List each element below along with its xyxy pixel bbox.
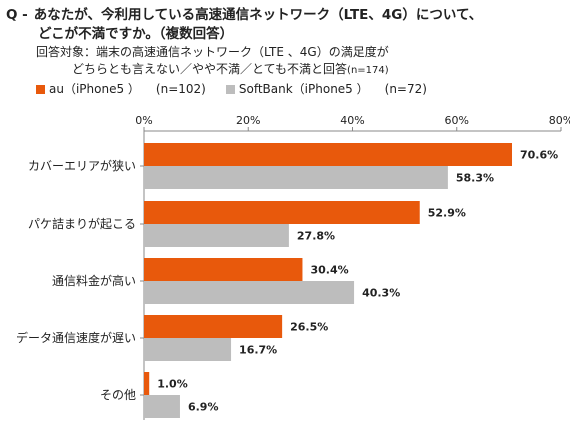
- question-line-1: あなたが、今利用している高速通信ネットワーク（LTE、4G）について、: [33, 7, 483, 23]
- bar-au: [144, 315, 283, 338]
- subject-n: (n=174): [347, 65, 389, 76]
- data-label-au: 1.0%: [157, 378, 188, 391]
- subject-line-1: 端末の高速通信ネットワーク（LTE 、4G）の満足度が: [96, 45, 389, 59]
- category-label: パケ詰まりが起こる: [28, 216, 136, 231]
- legend-n-softbank: (n=72): [384, 82, 427, 96]
- legend-item-softbank: SoftBank（iPhone5 ） (n=72): [225, 80, 427, 98]
- legend-label-softbank: SoftBank（iPhone5 ）: [238, 82, 369, 96]
- legend-swatch-softbank: [225, 84, 235, 94]
- data-label-softbank: 58.3%: [456, 172, 494, 185]
- bar-softbank: [144, 338, 232, 361]
- bar-au: [144, 372, 150, 395]
- category-label: カバーエリアが狭い: [28, 158, 136, 173]
- subject-line-2: どちらとも言えない／やや不満／とても不満と回答: [72, 62, 348, 76]
- x-tick-label: 60%: [445, 114, 469, 127]
- data-label-softbank: 40.3%: [362, 287, 400, 300]
- x-tick-label: 80%: [549, 114, 570, 127]
- legend-n-au: (n=102): [155, 82, 206, 96]
- x-tick-label: 40%: [340, 114, 364, 127]
- data-label-softbank: 6.9%: [188, 401, 219, 414]
- subject-label: 回答対象：: [36, 45, 97, 59]
- category-label: 通信料金が高い: [52, 273, 136, 288]
- question-title: Q - あなたが、今利用している高速通信ネットワーク（LTE、4G）について、 ど…: [6, 6, 566, 44]
- respondent-subject: 回答対象：端末の高速通信ネットワーク（LTE 、4G）の満足度が どちらとも言え…: [36, 44, 556, 79]
- data-label-au: 70.6%: [520, 149, 558, 162]
- question-prefix: Q -: [6, 7, 28, 23]
- question-line-2: どこが不満ですか。（複数回答）: [38, 26, 234, 42]
- x-tick-label: 0%: [135, 114, 152, 127]
- chart-legend: au（iPhone5 ） (n=102) SoftBank（iPhone5 ） …: [36, 80, 447, 98]
- legend-swatch-au: [36, 84, 45, 94]
- data-label-au: 52.9%: [428, 207, 466, 220]
- bar-au: [144, 258, 303, 281]
- data-label-au: 30.4%: [310, 264, 348, 277]
- legend-label-au: au（iPhone5 ）: [49, 82, 140, 96]
- bar-softbank: [144, 395, 180, 418]
- x-tick-label: 20%: [236, 114, 260, 127]
- category-label: その他: [100, 388, 136, 402]
- category-label: データ通信速度が遅い: [16, 330, 136, 345]
- bar-softbank: [144, 224, 289, 247]
- bar-softbank: [144, 281, 355, 304]
- legend-item-au: au（iPhone5 ） (n=102): [36, 80, 206, 98]
- data-label-softbank: 27.8%: [297, 230, 335, 243]
- bar-au: [144, 143, 513, 166]
- data-label-softbank: 16.7%: [239, 344, 277, 357]
- data-label-au: 26.5%: [290, 321, 328, 334]
- bar-softbank: [144, 166, 448, 189]
- bar-au: [144, 201, 420, 224]
